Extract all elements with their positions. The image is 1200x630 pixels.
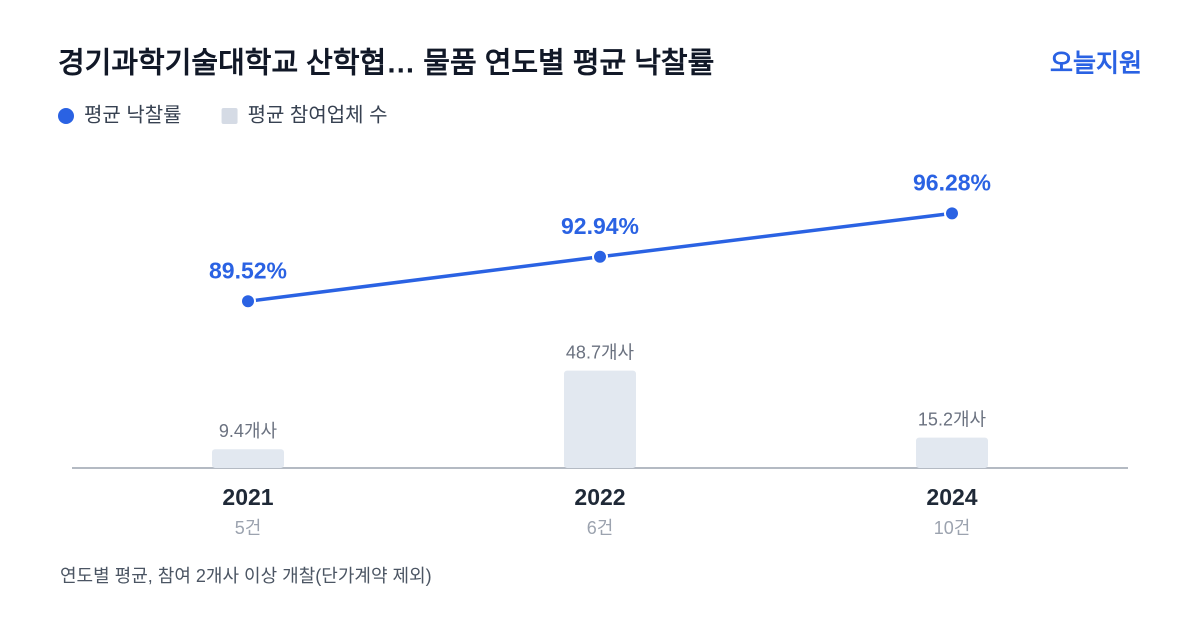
bar (564, 370, 636, 468)
x-tick-label: 2021 (222, 484, 273, 510)
line-point (944, 205, 960, 222)
bar-value-label: 15.2개사 (918, 409, 987, 429)
bar-value-label: 9.4개사 (219, 421, 278, 441)
bar-value-label: 48.7개사 (566, 342, 635, 362)
legend-label: 평균 낙찰률 (84, 103, 182, 126)
footnote: 연도별 평균, 참여 2개사 이상 개찰(단가계약 제외) (60, 566, 432, 586)
bar (212, 449, 284, 468)
x-tick-sublabel: 10건 (934, 518, 971, 538)
x-tick-sublabel: 5건 (235, 518, 262, 538)
legend-marker (58, 108, 74, 124)
legend-label: 평균 참여업체 수 (248, 103, 388, 126)
bar (916, 437, 988, 468)
line-value-label: 96.28% (913, 169, 991, 195)
chart-title: 경기과학기술대학교 산학협… 물품 연도별 평균 낙찰률 (58, 47, 714, 80)
line-point (592, 248, 608, 265)
brand[interactable]: 오늘지원 (1050, 50, 1142, 78)
line-point (240, 293, 256, 310)
line-value-label: 89.52% (209, 257, 287, 283)
legend-marker (221, 108, 238, 124)
line-value-label: 92.94% (561, 213, 639, 239)
x-tick-sublabel: 6건 (587, 518, 614, 538)
x-tick-label: 2022 (574, 484, 625, 510)
x-tick-label: 2024 (926, 484, 977, 510)
